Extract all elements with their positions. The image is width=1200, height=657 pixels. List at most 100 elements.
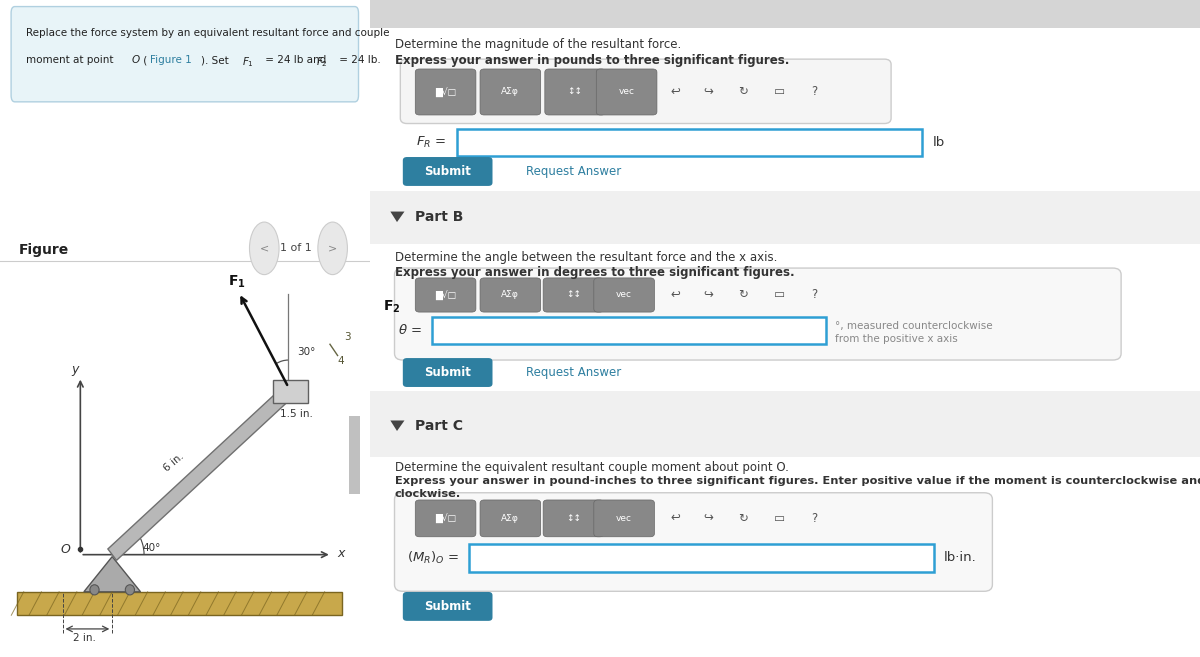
Text: █√□: █√□ (436, 290, 456, 300)
Text: Express your answer in pound-inches to three significant figures. Enter positive: Express your answer in pound-inches to t… (395, 476, 1200, 486)
Text: (: ( (139, 55, 146, 65)
FancyBboxPatch shape (370, 391, 1200, 457)
Text: Submit: Submit (425, 165, 472, 178)
Text: 3: 3 (343, 332, 350, 342)
Text: x: x (337, 547, 344, 560)
Text: 1 of 1: 1 of 1 (280, 243, 312, 254)
Text: ↕↕: ↕↕ (566, 514, 581, 523)
FancyBboxPatch shape (395, 493, 992, 591)
FancyBboxPatch shape (480, 278, 541, 312)
Text: Part B: Part B (415, 210, 463, 224)
FancyBboxPatch shape (469, 544, 935, 572)
FancyBboxPatch shape (544, 500, 604, 537)
Text: Submit: Submit (425, 366, 472, 379)
Polygon shape (390, 420, 404, 431)
Text: Part C: Part C (415, 419, 463, 433)
Circle shape (250, 222, 280, 275)
Text: $\theta$ =: $\theta$ = (398, 323, 422, 338)
Text: ▭: ▭ (774, 512, 785, 525)
Text: vec: vec (616, 514, 632, 523)
FancyBboxPatch shape (596, 69, 656, 115)
Text: clockwise.: clockwise. (395, 489, 461, 499)
Text: ↪: ↪ (703, 85, 713, 99)
Text: >: > (328, 243, 337, 254)
Text: $F_R$ =: $F_R$ = (415, 135, 446, 150)
Circle shape (318, 222, 348, 275)
Text: Request Answer: Request Answer (526, 366, 620, 379)
Text: Figure 1: Figure 1 (150, 55, 192, 65)
Text: vec: vec (619, 87, 635, 97)
Text: vec: vec (616, 290, 632, 300)
FancyBboxPatch shape (594, 278, 654, 312)
Text: ?: ? (811, 288, 817, 302)
FancyBboxPatch shape (272, 380, 308, 403)
FancyBboxPatch shape (480, 500, 541, 537)
Text: $(M_R)_O$ =: $(M_R)_O$ = (407, 550, 460, 566)
FancyBboxPatch shape (401, 59, 892, 124)
Text: Determine the angle between the resultant force and the x axis.: Determine the angle between the resultan… (395, 251, 776, 264)
Text: = 24 lb and: = 24 lb and (263, 55, 330, 65)
Text: ). Set: ). Set (202, 55, 233, 65)
FancyBboxPatch shape (545, 69, 606, 115)
Text: ↩: ↩ (671, 288, 680, 302)
Text: 4: 4 (337, 355, 344, 365)
Text: = 24 lb.: = 24 lb. (336, 55, 382, 65)
FancyBboxPatch shape (403, 592, 492, 621)
Text: ▭: ▭ (774, 85, 785, 99)
Text: AΣφ: AΣφ (502, 290, 520, 300)
FancyBboxPatch shape (403, 358, 492, 387)
Text: ↻: ↻ (738, 512, 749, 525)
Text: 30°: 30° (298, 348, 316, 357)
FancyBboxPatch shape (544, 278, 604, 312)
FancyBboxPatch shape (11, 7, 359, 102)
FancyBboxPatch shape (403, 157, 492, 186)
FancyBboxPatch shape (457, 129, 922, 156)
FancyBboxPatch shape (594, 500, 654, 537)
Circle shape (125, 585, 134, 595)
FancyBboxPatch shape (432, 317, 827, 344)
Text: y: y (72, 363, 79, 376)
Text: °, measured counterclockwise: °, measured counterclockwise (835, 321, 992, 331)
FancyBboxPatch shape (370, 0, 1200, 28)
FancyBboxPatch shape (370, 191, 1200, 244)
Text: Express your answer in pounds to three significant figures.: Express your answer in pounds to three s… (395, 54, 788, 67)
FancyBboxPatch shape (349, 416, 360, 494)
Text: Replace the force system by an equivalent resultant force and couple: Replace the force system by an equivalen… (26, 28, 389, 38)
Text: lb·in.: lb·in. (944, 551, 977, 564)
FancyBboxPatch shape (415, 69, 476, 115)
Text: ↕↕: ↕↕ (566, 290, 581, 300)
Text: $F_2$: $F_2$ (316, 55, 328, 69)
FancyBboxPatch shape (395, 268, 1121, 360)
Text: 40°: 40° (143, 543, 161, 553)
Text: $\mathbf{F_1}$: $\mathbf{F_1}$ (228, 273, 246, 290)
Text: ↕↕: ↕↕ (568, 87, 583, 97)
Text: ↩: ↩ (671, 85, 680, 99)
FancyBboxPatch shape (415, 278, 476, 312)
Text: ↪: ↪ (703, 512, 713, 525)
Text: $F_1$: $F_1$ (242, 55, 254, 69)
Text: from the positive x axis: from the positive x axis (835, 334, 958, 344)
Polygon shape (108, 386, 293, 560)
FancyBboxPatch shape (415, 500, 476, 537)
FancyBboxPatch shape (480, 69, 541, 115)
Polygon shape (17, 592, 342, 615)
Text: Submit: Submit (425, 600, 472, 613)
Text: █√□: █√□ (436, 87, 456, 97)
Text: 1.5 in.: 1.5 in. (280, 409, 312, 419)
Text: Figure: Figure (18, 243, 68, 257)
Text: $\mathbf{F_2}$: $\mathbf{F_2}$ (383, 298, 401, 315)
Text: Determine the magnitude of the resultant force.: Determine the magnitude of the resultant… (395, 38, 680, 51)
Text: Express your answer in degrees to three significant figures.: Express your answer in degrees to three … (395, 266, 794, 279)
Text: O: O (131, 55, 139, 65)
Text: ↻: ↻ (738, 288, 749, 302)
Text: lb: lb (932, 136, 944, 149)
Text: Determine the equivalent resultant couple moment about point O.: Determine the equivalent resultant coupl… (395, 461, 788, 474)
Text: <: < (259, 243, 269, 254)
Text: Request Answer: Request Answer (526, 165, 620, 178)
Text: ▭: ▭ (774, 288, 785, 302)
Text: moment at point: moment at point (26, 55, 116, 65)
Text: ↪: ↪ (703, 288, 713, 302)
Text: ↻: ↻ (738, 85, 749, 99)
Text: 2 in.: 2 in. (73, 633, 96, 643)
Text: O: O (61, 543, 71, 556)
